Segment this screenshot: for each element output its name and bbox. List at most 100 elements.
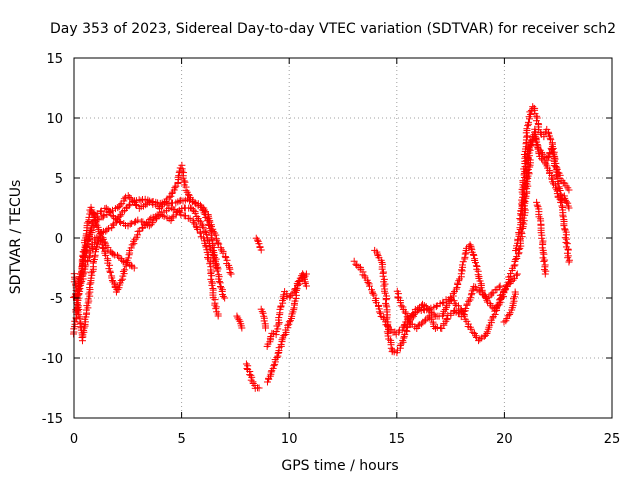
data-point [235,316,243,324]
data-point [528,137,536,145]
data-point [559,211,567,219]
data-point [106,261,114,269]
y-tick-label: -15 [42,412,63,427]
data-point [544,153,552,161]
data-point [192,222,200,230]
data-point [227,270,235,278]
data-point [242,360,250,368]
data-point [126,194,134,202]
data-point [513,270,521,278]
data-point [171,184,179,192]
data-point [400,334,408,342]
data-point [553,165,561,173]
data-point [206,242,214,250]
data-point [379,272,387,280]
data-point [215,240,223,248]
data-point [460,307,468,315]
data-point [85,253,93,261]
data-point [102,204,110,212]
y-axis-label: SDTVAR / TECUs [8,180,24,295]
data-point [191,199,199,207]
data-point [469,328,477,336]
data-point [373,250,381,258]
data-point [100,238,108,246]
data-point [114,251,122,259]
data-point [432,303,440,311]
data-point [128,241,136,249]
data-point [226,268,234,276]
data-point [514,235,522,243]
data-point [214,239,222,247]
data-point [352,260,360,268]
data-point [403,313,411,321]
data-point [114,286,122,294]
data-point [160,212,168,220]
y-tick-label: 5 [55,172,63,187]
data-point [382,301,390,309]
data-point [558,202,566,210]
data-point [533,201,541,209]
data-point [524,147,532,155]
x-tick-label: 15 [389,432,406,447]
data-point [108,277,116,285]
data-point [520,186,528,194]
data-point [81,263,89,271]
data-point [462,304,470,312]
data-point [564,246,572,254]
data-point [93,234,101,242]
data-point [294,277,302,285]
data-point [541,256,549,264]
data-point [84,241,92,249]
data-point [452,285,460,293]
data-point [93,210,101,218]
data-point [550,150,558,158]
data-point [553,186,561,194]
data-point [186,215,194,223]
data-point [402,309,410,317]
data-point [238,324,246,332]
data-point [401,308,409,316]
chart-title: Day 353 of 2023, Sidereal Day-to-day VTE… [50,21,616,37]
data-point [565,204,573,212]
data-point [120,195,128,203]
data-point [426,314,434,322]
data-point [397,302,405,310]
data-point [515,229,523,237]
data-point [543,125,551,133]
y-tick-label: 10 [46,112,63,127]
data-point [540,250,548,258]
data-point [119,267,127,275]
data-point [259,309,267,317]
data-point [197,220,205,228]
data-point [540,266,548,274]
data-point [398,326,406,334]
data-point [208,272,216,280]
data-point [221,294,229,302]
data-point [499,292,507,300]
data-point [212,305,220,313]
data-point [168,189,176,197]
data-point [541,270,549,278]
data-point [97,207,105,215]
data-point [255,384,263,392]
data-point [496,282,504,290]
data-point [350,257,358,265]
data-point [124,192,132,200]
data-point [116,212,124,220]
data-point [126,220,134,228]
data-point [134,231,142,239]
data-point [443,315,451,323]
data-point [518,211,526,219]
data-point [383,328,391,336]
data-point [540,257,548,265]
data-point [378,265,386,273]
data-point [533,141,541,149]
data-point [199,224,207,232]
data-point [302,282,310,290]
data-point [516,224,524,232]
x-axis-label: GPS time / hours [281,458,398,474]
data-point [76,285,84,293]
data-point [563,240,571,248]
data-point [521,206,529,214]
data-point [468,287,476,295]
